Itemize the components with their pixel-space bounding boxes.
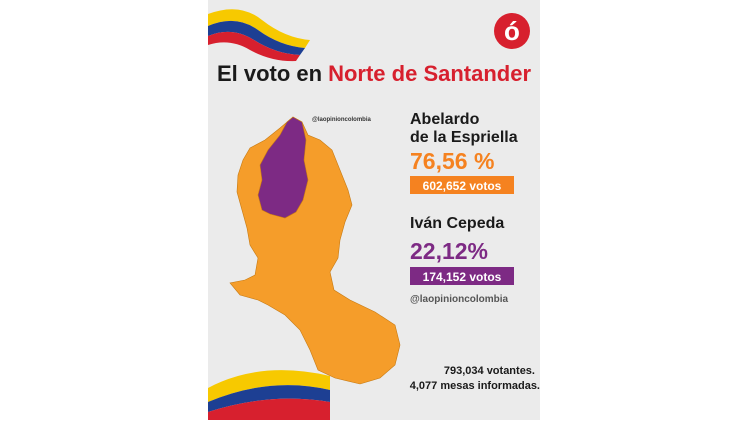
votes-box bbox=[410, 267, 514, 285]
candidate-percent: 22,12% bbox=[410, 238, 488, 264]
region-purple bbox=[257, 116, 309, 219]
handle: @laopinioncolombia bbox=[410, 294, 509, 305]
candidate-percent: 76,56 % bbox=[410, 148, 494, 174]
footer-line: 4,077 mesas informadas. bbox=[410, 380, 540, 392]
title-text: El voto en bbox=[217, 61, 322, 86]
title: El voto en Norte de Santander bbox=[217, 61, 531, 86]
map bbox=[229, 116, 401, 385]
candidate-votes: 602,652 votos bbox=[423, 179, 502, 193]
flag-bottom bbox=[208, 370, 330, 420]
candidate-name: de la Espriella bbox=[410, 129, 518, 146]
map-handle: @laopinioncolombia bbox=[312, 117, 372, 123]
footer-line: 793,034 votantes. bbox=[444, 365, 535, 377]
candidate-name: Abelardo bbox=[410, 111, 480, 128]
votes-box bbox=[410, 176, 514, 194]
flag-top bbox=[208, 9, 310, 62]
logo bbox=[494, 13, 530, 49]
candidate-name: Iván Cepeda bbox=[410, 215, 504, 232]
logo-text: ó bbox=[504, 16, 520, 46]
candidate-votes: 174,152 votos bbox=[423, 270, 502, 284]
title-highlight: Norte de Santander bbox=[328, 61, 531, 86]
